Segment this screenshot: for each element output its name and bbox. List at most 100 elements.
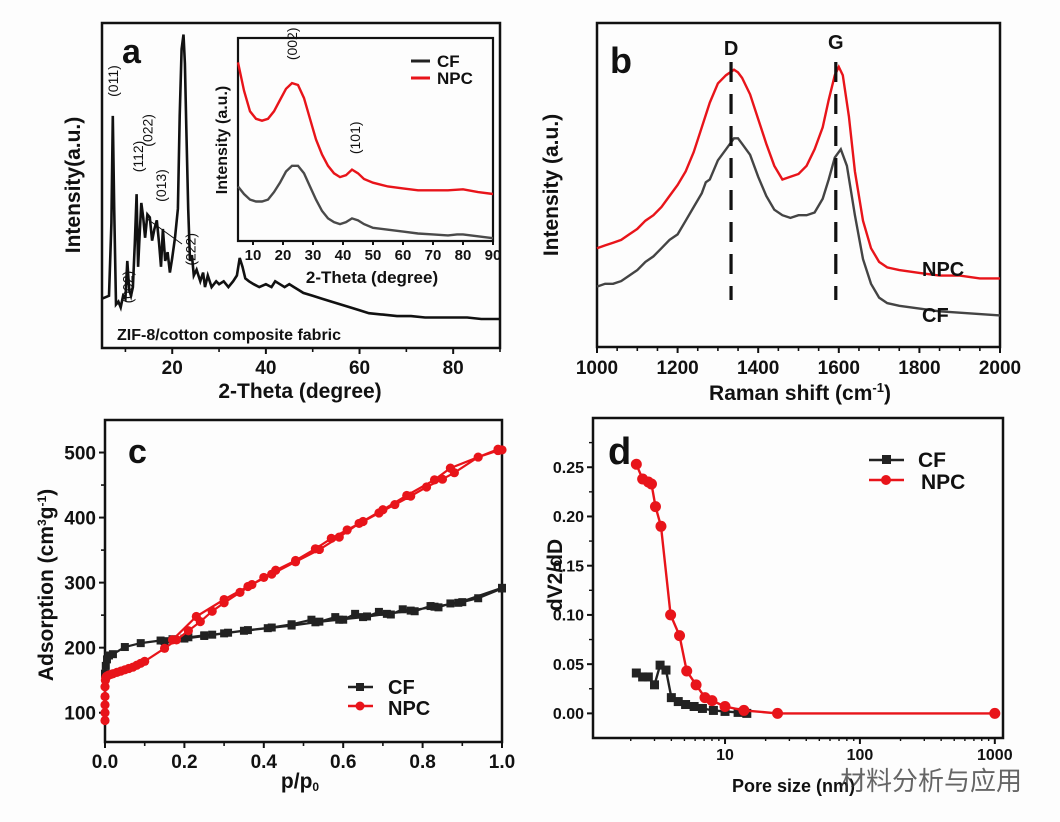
- data-point-npc: [445, 463, 455, 473]
- panel-c-y-axis-title-end: ): [35, 489, 58, 496]
- data-point-cf: [220, 629, 229, 638]
- data-point-cf: [631, 668, 641, 678]
- data-point-npc: [259, 572, 269, 583]
- series-line-cf: [103, 586, 504, 674]
- data-point-npc: [772, 707, 784, 719]
- x-tick-label: 80: [455, 247, 472, 264]
- panel-a-y-axis-title: Intensity(a.u.): [62, 117, 85, 254]
- panel-d-series: [630, 458, 1001, 719]
- data-point-npc: [183, 626, 193, 636]
- data-point-npc: [235, 587, 245, 597]
- panel-d-legend: CF NPC: [869, 449, 965, 494]
- x-tick-label: 0.0: [92, 752, 118, 773]
- panel-c-legend-npc-marker: [355, 701, 365, 711]
- panel-b-letter: b: [610, 40, 632, 81]
- data-point-npc: [630, 458, 642, 470]
- data-point-cf: [454, 598, 463, 607]
- data-point-npc: [100, 691, 110, 702]
- panel-a-annotation: ZIF-8/cotton composite fabric: [117, 327, 341, 344]
- x-tick-label: 0.2: [171, 752, 197, 773]
- panel-d-x-ticks: 10 100 1000: [630, 738, 1013, 764]
- data-point-cf: [430, 602, 439, 611]
- data-point-cf: [180, 634, 189, 643]
- y-tick-label: 300: [64, 573, 96, 594]
- panel-a-series-zif8-cotton: [101, 34, 500, 321]
- panel-b-x-ticks: 1000 1200 1400 1600 1800 2000: [576, 347, 1021, 379]
- panel-b-series-npc: [596, 64, 1000, 280]
- data-point-cf: [643, 672, 653, 682]
- x-tick-label: 20: [275, 247, 292, 264]
- data-point-npc: [473, 452, 483, 462]
- data-point-cf: [446, 599, 455, 608]
- data-point-npc: [159, 643, 170, 653]
- panel-d-legend-cf-label: CF: [918, 449, 946, 472]
- data-point-npc: [655, 520, 667, 532]
- x-tick-label: 60: [349, 358, 370, 379]
- panel-c-x-axis-title-sub: 0: [312, 780, 319, 794]
- data-point-npc: [100, 708, 110, 718]
- panel-c-isotherm: 0.0 0.2 0.4 0.6 0.8 1.0 100 200 300 400 500 c CF …: [35, 418, 515, 794]
- data-point-npc: [719, 700, 731, 712]
- panel-d-plot-frame: [591, 416, 1005, 740]
- x-tick-label: 60: [395, 247, 412, 264]
- peak-label: (222): [182, 233, 198, 266]
- data-point-npc: [191, 611, 201, 622]
- x-tick-label: 0.8: [409, 752, 435, 773]
- x-tick-label: 1400: [737, 358, 779, 379]
- panel-a-x-ticks: 20 40 60 80: [124, 348, 501, 379]
- panel-a-peak-labels: (011) (002) (112)(022) (013) (222): [105, 65, 199, 303]
- panel-c-x-axis-title: p/p0: [281, 770, 320, 794]
- data-point-cf: [655, 660, 665, 670]
- data-point-cf: [239, 626, 248, 635]
- data-point-cf: [650, 680, 660, 690]
- data-point-cf: [689, 701, 699, 711]
- x-tick-label: 0.4: [251, 752, 278, 773]
- x-tick-label: 70: [425, 247, 442, 264]
- y-tick-label: 0.15: [553, 558, 584, 575]
- y-tick-label: 0.20: [553, 509, 584, 526]
- panel-a-plot-frame: [100, 21, 502, 350]
- data-point-cf: [673, 697, 683, 707]
- panel-c-legend-cf-marker: [356, 683, 364, 691]
- inset-y-axis-title: Intensity (a.u.): [214, 86, 231, 194]
- y-tick-label: 0.00: [553, 706, 584, 723]
- data-point-cf: [208, 630, 217, 639]
- panel-b-x-axis-title-end: ): [884, 382, 891, 405]
- x-tick-label: 100: [847, 747, 874, 764]
- panel-a-222-leader: [145, 217, 183, 245]
- panel-b-cf-curve-label: CF: [922, 305, 949, 327]
- data-point-cf: [311, 618, 320, 627]
- y-tick-label: 500: [64, 443, 96, 464]
- inset-legend: CF NPC: [411, 52, 473, 88]
- x-tick-label: 50: [365, 247, 382, 264]
- panel-d-legend-npc-label: NPC: [921, 471, 965, 494]
- y-tick-label: 0.10: [553, 608, 584, 625]
- series-line-npc: [103, 448, 503, 721]
- panel-b-y-axis-title: Intensity (a.u.): [540, 114, 563, 256]
- panel-c-y-axis-title-sup: 3: [35, 519, 49, 526]
- data-point-npc: [665, 609, 677, 621]
- series-line-npc: [635, 463, 995, 715]
- x-tick-label: 1.0: [489, 752, 515, 773]
- y-tick-label: 200: [64, 639, 96, 660]
- data-point-cf: [638, 672, 648, 682]
- x-tick-label: 0.6: [330, 752, 356, 773]
- panel-c-x-ticks: 0.0 0.2 0.4 0.6 0.8 1.0: [92, 742, 515, 773]
- data-point-cf: [474, 594, 483, 603]
- data-point-cf: [263, 624, 272, 633]
- peak-label: (011): [105, 65, 121, 97]
- y-tick-label: 400: [64, 508, 96, 529]
- inset-peak-label: (101): [347, 121, 363, 154]
- x-tick-label: 1000: [576, 358, 618, 379]
- data-point-npc: [493, 444, 503, 454]
- data-point-npc: [421, 482, 432, 492]
- data-point-npc: [140, 656, 150, 666]
- inset-series-npc: [236, 62, 494, 196]
- data-point-npc: [429, 475, 440, 485]
- data-point-npc: [314, 544, 324, 555]
- peak-label: (002): [119, 271, 135, 304]
- data-point-npc: [334, 532, 344, 542]
- panel-c-legend: CF NPC: [348, 677, 430, 720]
